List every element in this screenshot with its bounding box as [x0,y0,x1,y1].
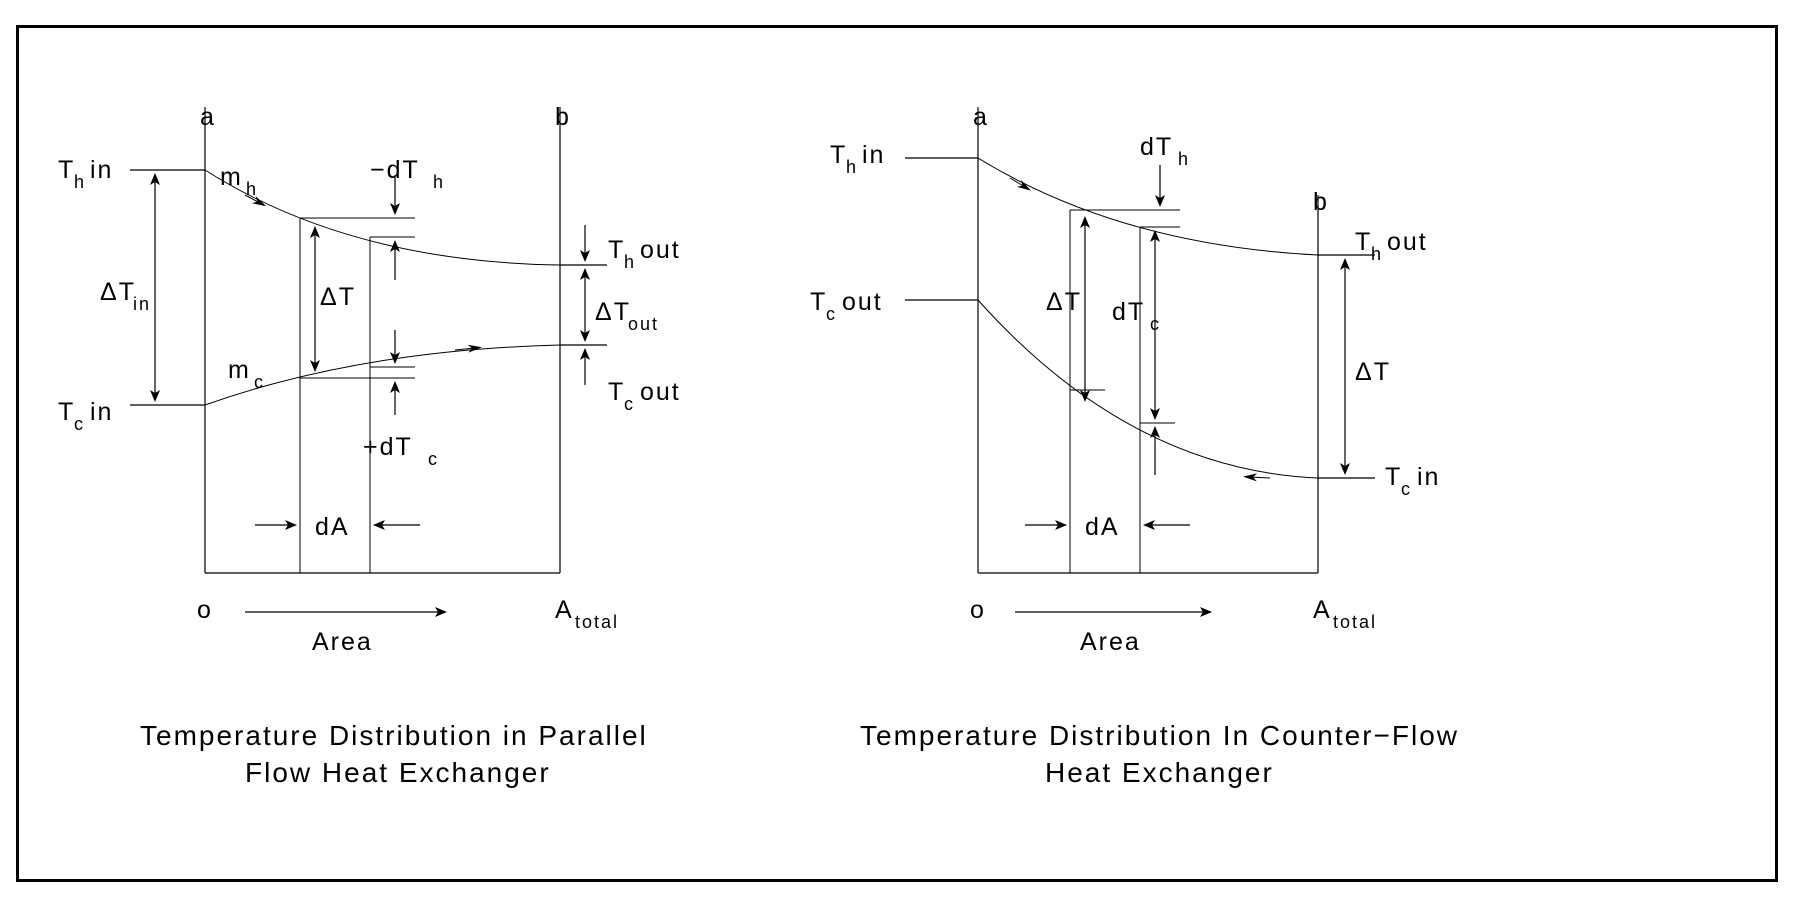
right-dth-main: dT [1140,133,1173,161]
left-thout-T: T [608,236,625,264]
left-caption-1: Temperature Distribution in Parallel [140,720,648,751]
left-tcin-c: c [74,414,85,434]
right-diagram: a b T h in T c out dT h ΔT dT c T h out … [810,103,1459,788]
left-dth-sub: h [433,172,445,192]
right-dtc-sub: c [1150,314,1161,334]
right-thout-h: h [1371,244,1383,264]
right-caption-2: Heat Exchanger [1045,757,1274,788]
right-dtc-main: dT [1112,298,1145,326]
right-thin-T: T [830,141,847,169]
diagram-svg: a b T h in T c in ΔT in m h m c ΔT −dT h [0,0,1797,907]
right-tcout-out: out [842,288,883,316]
left-mh-h: h [246,179,258,199]
left-tcout-out: out [640,378,681,406]
right-dth-sub: h [1178,149,1190,169]
left-thout-out: out [640,236,681,264]
left-diagram: a b T h in T c in ΔT in m h m c ΔT −dT h [58,103,681,788]
right-Atotal-sub: total [1333,612,1377,632]
left-area-label: Area [312,628,373,656]
left-caption-2: Flow Heat Exchanger [245,757,551,788]
right-thout-T: T [1355,228,1372,256]
left-Atotal-sub: total [575,612,619,632]
right-thin-h: h [846,157,858,177]
left-dtc-sub: c [428,449,439,469]
right-tcin-c: c [1401,479,1412,499]
right-caption-1: Temperature Distribution In Counter−Flow [860,720,1459,751]
left-thin-T: T [58,156,75,184]
right-tcout-T: T [810,288,827,316]
left-mh-m: m [220,163,243,191]
right-tcin-T: T [1385,463,1402,491]
left-thout-h: h [624,252,636,272]
left-mc-c: c [254,372,265,392]
left-dt-main: ΔT [320,283,356,311]
left-dtout-sub: out [628,314,659,334]
left-tcout-T: T [608,378,625,406]
right-o-label: o [970,596,986,624]
right-dt-main: ΔT [1046,288,1082,316]
left-b-label: b [555,103,571,131]
right-cold-curve [978,300,1318,478]
left-thin-in: in [90,156,113,184]
left-dtc-pre: +dT [363,433,413,461]
right-tcin-in: in [1417,463,1440,491]
right-thout-out: out [1387,228,1428,256]
right-Atotal-A: A [1313,596,1332,624]
right-da-label: dA [1085,513,1120,541]
left-a-label: a [200,103,216,131]
left-dtin-sub: in [133,294,151,314]
left-thin-h: h [74,172,86,192]
right-b-label: b [1313,188,1329,216]
left-tcin-in: in [90,398,113,426]
left-dtin-main: ΔT [100,278,136,306]
left-da-label: dA [315,513,350,541]
left-mc-m: m [228,356,251,384]
left-dth-pre: −dT [370,156,420,184]
left-tcout-c: c [624,394,635,414]
right-area-label: Area [1080,628,1141,656]
right-cold-flow-arrow-icon [1250,477,1270,478]
right-a-label: a [973,103,989,131]
left-dtout-main: ΔT [595,298,631,326]
page: a b T h in T c in ΔT in m h m c ΔT −dT h [0,0,1797,907]
right-thin-in: in [862,141,885,169]
right-tcout-c: c [826,304,837,324]
right-dtout-main: ΔT [1355,358,1391,386]
right-hot-curve [978,158,1318,255]
left-o-label: o [197,596,213,624]
left-Atotal-A: A [555,596,574,624]
left-tcin-T: T [58,398,75,426]
